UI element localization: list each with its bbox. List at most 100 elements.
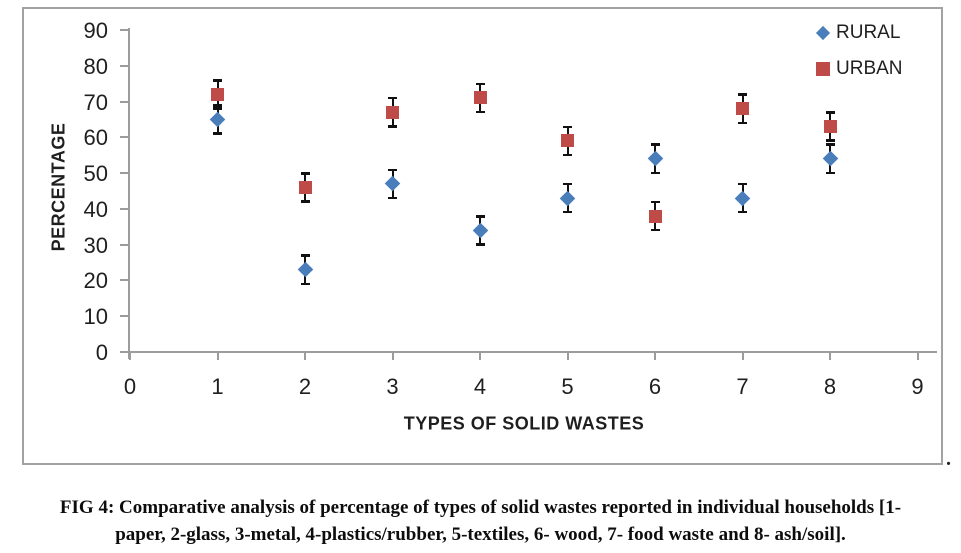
x-axis-tick: [566, 352, 569, 360]
x-axis-title: TYPES OF SOLID WASTES: [403, 413, 645, 434]
data-point-rural-8: [822, 151, 838, 167]
x-axis-tick-label: 5: [561, 374, 574, 399]
error-bar-cap: [475, 110, 485, 114]
data-point-rural-5: [559, 190, 576, 206]
x-axis-tick: [479, 352, 481, 360]
x-axis-tick-label: 3: [386, 374, 399, 399]
error-bar-cap: [300, 254, 310, 257]
y-axis-tick-label: 70: [83, 89, 108, 115]
y-axis-tick: [120, 64, 128, 67]
data-point-urban-8: [823, 120, 837, 134]
data-point-urban-2: [298, 180, 312, 194]
y-axis-tick: [120, 100, 128, 103]
x-axis-tick: [829, 352, 831, 360]
x-axis-tick-label: 9: [911, 374, 924, 399]
error-bar-cap: [563, 153, 572, 157]
data-point-urban-1: [211, 87, 224, 101]
error-bar-cap: [563, 125, 572, 129]
error-bar-cap: [300, 172, 310, 175]
y-axis-title: PERCENTAGE: [48, 122, 69, 252]
error-bar-cap: [563, 210, 572, 214]
data-point-rural-1: [209, 111, 226, 128]
x-axis-tick-label: 4: [473, 374, 487, 399]
x-axis-tick-label: 1: [211, 374, 224, 399]
x-axis-tick: [129, 352, 131, 360]
data-point-rural-4: [472, 222, 488, 239]
x-axis-tick: [391, 352, 394, 360]
x-axis-line: [128, 351, 937, 353]
x-axis-tick: [916, 352, 919, 360]
x-axis-tick-label: 2: [298, 374, 312, 399]
x-axis-tick-label: 8: [823, 374, 837, 399]
y-axis-line: [128, 28, 130, 359]
data-point-rural-2: [297, 261, 313, 278]
y-axis-tick: [120, 243, 128, 246]
legend: RURAL URBAN: [815, 22, 903, 94]
error-bar-cap: [738, 93, 747, 96]
error-bar-cap: [300, 200, 310, 203]
y-axis-tick-label: 30: [83, 232, 108, 258]
y-axis-tick-label: 20: [83, 268, 108, 294]
x-axis-tick: [741, 352, 744, 360]
legend-item-rural: RURAL: [815, 22, 903, 44]
trailing-period: .: [946, 448, 951, 470]
y-axis-tick: [120, 279, 128, 282]
y-axis-tick: [120, 351, 128, 353]
error-bar-cap: [475, 82, 485, 86]
data-point-rural-6: [647, 151, 663, 167]
caption-line-1: FIG 4: Comparative analysis of percentag…: [59, 497, 902, 518]
error-bar-cap: [213, 79, 222, 82]
error-bar-cap: [563, 182, 572, 186]
error-bar-cap: [738, 121, 747, 125]
y-axis-tick-label: 80: [83, 53, 108, 79]
error-bar-cap: [213, 132, 222, 135]
error-bar-cap: [825, 111, 835, 114]
x-axis-tick-label: 7: [736, 374, 749, 399]
legend-label-rural: RURAL: [836, 22, 901, 43]
error-bar-cap: [650, 171, 660, 175]
rural-diamond-icon: [815, 25, 831, 41]
data-point-urban-7: [736, 102, 749, 116]
error-bar-cap: [300, 282, 310, 286]
caption-line-2: paper, 2-glass, 3-metal, 4-plastics/rubb…: [115, 524, 846, 545]
y-axis-tick-label: 0: [95, 340, 108, 365]
data-point-urban-4: [473, 91, 487, 105]
error-bar-cap: [738, 182, 747, 186]
error-bar-cap: [475, 243, 485, 246]
y-axis-tick: [120, 315, 128, 318]
x-axis-tick-label: 6: [648, 374, 662, 399]
figure-caption: FIG 4: Comparative analysis of percentag…: [0, 494, 961, 548]
data-point-urban-6: [648, 209, 662, 223]
error-bar-cap: [738, 210, 747, 214]
error-bar-cap: [650, 143, 660, 146]
y-axis-tick-label: 40: [83, 196, 108, 222]
y-axis-tick: [120, 29, 128, 31]
error-bar-cap: [825, 143, 835, 146]
x-axis-tick: [654, 352, 656, 360]
error-bar-cap: [825, 171, 835, 175]
y-axis-tick: [120, 207, 128, 210]
urban-square-icon: [816, 62, 830, 76]
y-axis-tick: [120, 136, 128, 139]
data-point-rural-7: [734, 190, 751, 206]
error-bar-cap: [650, 228, 660, 232]
y-axis-tick-label: 60: [83, 125, 108, 151]
y-axis-tick-label: 50: [83, 161, 108, 187]
legend-item-urban: URBAN: [815, 58, 903, 80]
error-bar-cap: [388, 125, 397, 128]
error-bar-cap: [650, 200, 660, 204]
error-bar-cap: [388, 196, 397, 200]
x-axis-tick-label: 0: [123, 374, 137, 399]
x-axis-tick: [304, 352, 306, 360]
legend-label-urban: URBAN: [836, 58, 903, 79]
error-bar-cap: [475, 215, 485, 218]
data-point-urban-5: [561, 134, 574, 148]
error-bar-cap: [388, 96, 397, 100]
error-bar-cap: [213, 107, 222, 110]
y-axis-tick-label: 10: [83, 304, 108, 330]
error-bar-cap: [388, 168, 397, 172]
y-axis-tick-label: 90: [83, 18, 108, 43]
x-axis-tick: [216, 352, 219, 360]
